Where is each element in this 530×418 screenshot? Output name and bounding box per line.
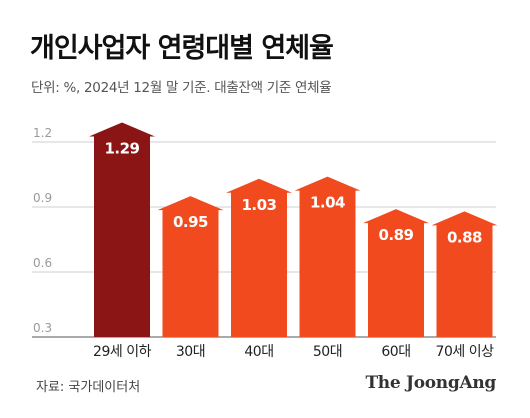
x-category-label: 70세 이상 [436,344,495,360]
bar-value-label: 1.29 [104,139,139,157]
source-note: 자료: 국가데이터처 [36,380,141,395]
x-category-label: 29세 이하 [93,344,152,360]
y-tick-label: 0.9 [33,191,52,205]
bar-value-label: 1.03 [241,196,276,214]
chart-subtitle: 단위: %, 2024년 12월 말 기준. 대출잔액 기준 연체율 [31,80,332,96]
bar-1 [89,122,155,337]
bar-5 [363,209,429,337]
x-category-label: 50대 [313,344,342,360]
x-category-label: 40대 [244,344,273,360]
y-tick-label: 0.3 [33,321,52,335]
brand-logo: The JoongAng [365,373,496,393]
bar-value-label: 0.89 [378,226,413,244]
bar-6 [431,211,498,337]
bar-value-label: 1.04 [310,194,345,212]
chart-title: 개인사업자 연령대별 연체율 [30,33,334,64]
bar-3 [226,178,292,337]
x-category-label: 30대 [176,344,205,360]
bar-value-label: 0.88 [447,228,482,246]
bar-4 [294,176,361,337]
x-category-label: 60대 [381,344,410,360]
bar-value-label: 0.95 [173,213,208,231]
bar-2 [157,196,224,337]
y-tick-label: 1.2 [33,126,52,140]
y-tick-label: 0.6 [33,256,52,270]
